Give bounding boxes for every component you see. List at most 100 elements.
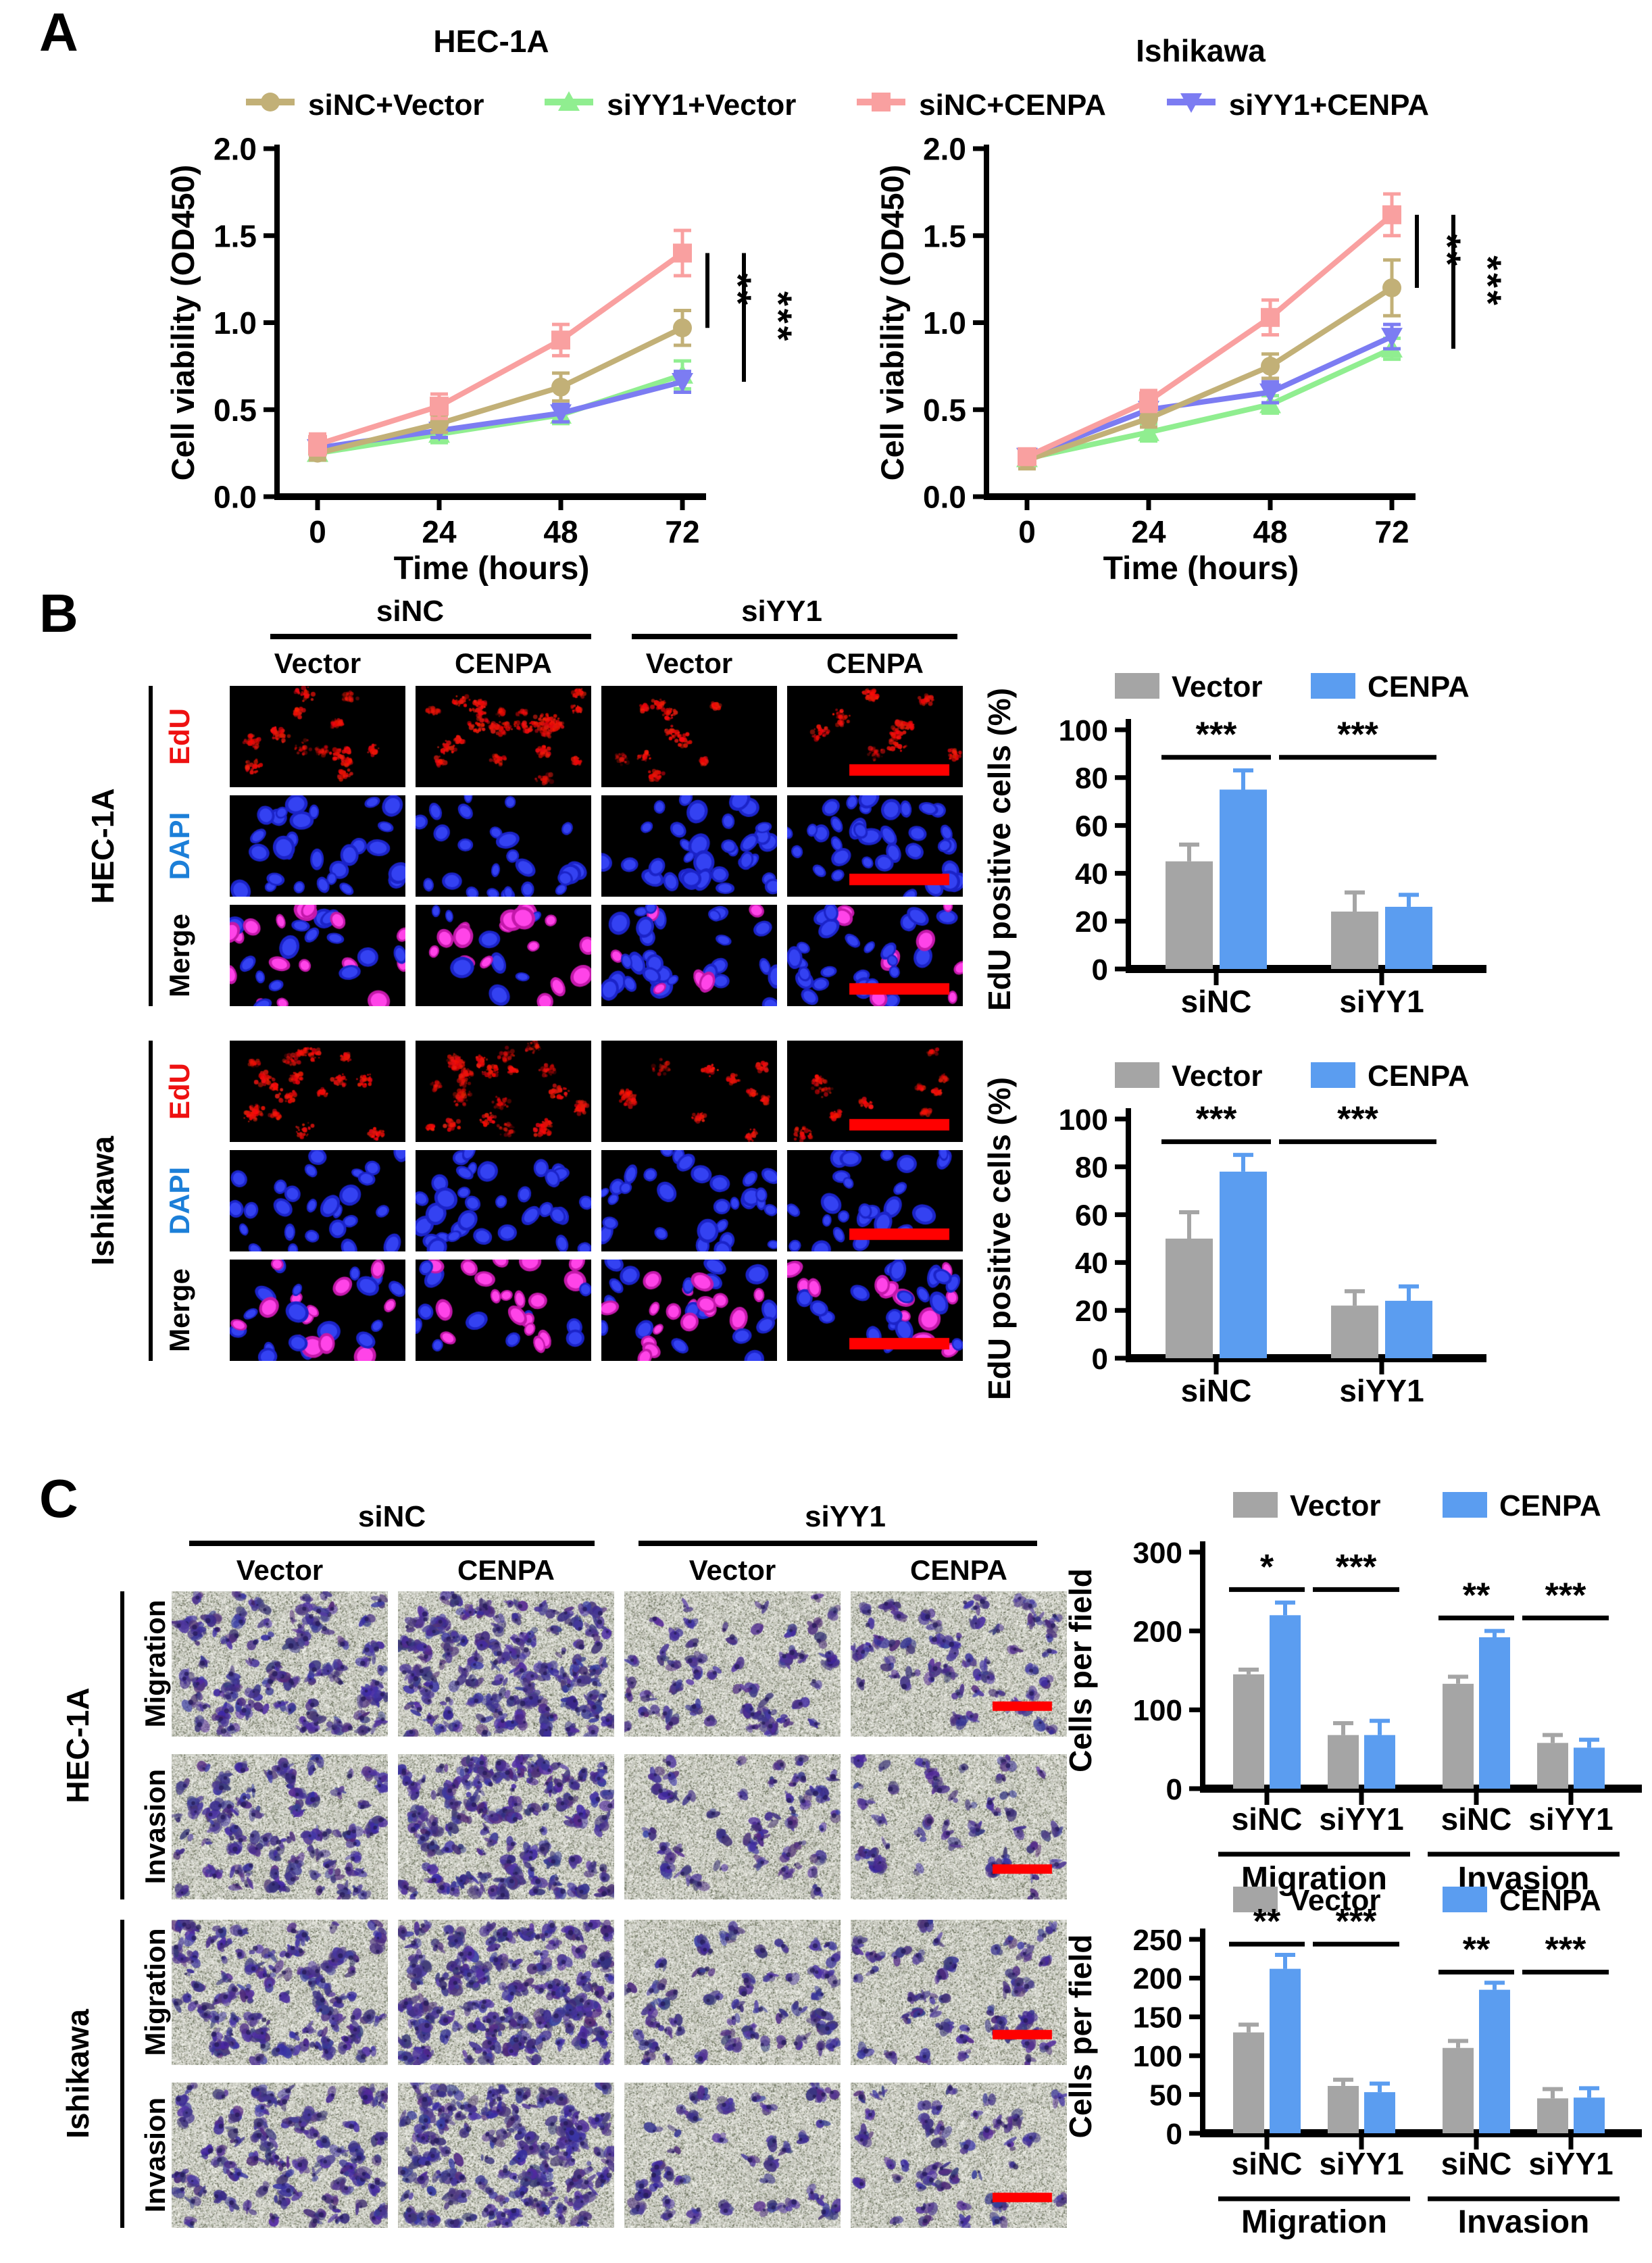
svg-text:20: 20	[1075, 905, 1108, 939]
panel-b-group-header-siyy1: siYY1	[741, 595, 822, 628]
svg-text:0: 0	[1166, 1773, 1182, 1806]
svg-text:200: 200	[1133, 1962, 1182, 1995]
svg-text:Vector: Vector	[1290, 1884, 1381, 1917]
transwell-hec1a-migration-sinc-vector	[172, 1591, 388, 1737]
svg-text:50: 50	[1149, 2079, 1182, 2112]
square-marker-icon	[854, 87, 908, 124]
transwell-ishikawa-invasion-sinc-vector	[172, 2083, 388, 2228]
transwell-ishikawa-migration-siyy1-cenpa	[851, 1920, 1067, 2065]
row-label-dapi: DAPI	[164, 812, 195, 880]
svg-text:Cells per field: Cells per field	[1063, 1935, 1098, 2139]
svg-text:1.5: 1.5	[923, 218, 966, 253]
legend-item-sinc-vector: siNC+Vector	[243, 87, 484, 124]
row-label-edu: EdU	[164, 708, 195, 765]
legend-label: siNC+Vector	[308, 89, 484, 122]
micrograph-hec1a-edu-sinc-vector	[230, 686, 405, 787]
svg-text:**: **	[1426, 234, 1469, 269]
legend-label: siYY1+CENPA	[1228, 89, 1429, 122]
micrograph-hec1a-dapi-siyy1-cenpa	[787, 795, 963, 897]
svg-text:1.0: 1.0	[214, 305, 257, 341]
svg-text:1.5: 1.5	[214, 218, 257, 253]
svg-text:0: 0	[309, 514, 326, 549]
micrograph-ishikawa-dapi-siyy1-cenpa	[787, 1150, 963, 1251]
svg-text:siYY1: siYY1	[1319, 2146, 1403, 2181]
svg-text:24: 24	[1131, 514, 1166, 549]
panel-b-col-header-2: CENPA	[455, 647, 552, 679]
hec1a-bracket-line	[120, 1591, 124, 1899]
panel-a-chart1-title: HEC-1A	[433, 24, 549, 59]
svg-text:100: 100	[1133, 1694, 1182, 1727]
micrograph-hec1a-edu-siyy1-cenpa	[787, 686, 963, 787]
svg-text:Vector: Vector	[1290, 1489, 1381, 1522]
svg-text:80: 80	[1075, 1151, 1108, 1185]
svg-text:Time (hours): Time (hours)	[1103, 551, 1299, 587]
cells-per-field-bar-chart-ishikawa: Vector CENPA Cells per field 0 50 100 150 200 25…	[1063, 1884, 1642, 2240]
transwell-hec1a-migration-sinc-cenpa	[398, 1591, 614, 1737]
sinc-underline	[189, 1541, 595, 1546]
micrograph-ishikawa-edu-siyy1-cenpa	[787, 1041, 963, 1142]
svg-text:0: 0	[1092, 1343, 1108, 1376]
svg-text:20: 20	[1075, 1295, 1108, 1328]
svg-text:EdU positive cells (%): EdU positive cells (%)	[982, 688, 1017, 1011]
svg-text:siNC: siNC	[1181, 1373, 1252, 1408]
panel-a-chart2-title: Ishikawa	[1136, 33, 1266, 68]
transwell-hec1a-migration-siyy1-cenpa	[851, 1591, 1067, 1737]
svg-text:***: ***	[1196, 716, 1237, 755]
svg-text:Vector: Vector	[1172, 670, 1263, 703]
svg-text:**: **	[1253, 1902, 1281, 1941]
ishikawa-bracket-line	[120, 1920, 124, 2228]
transwell-grid-ishikawa	[172, 1920, 1067, 2228]
cells-per-field-bar-chart-hec1a: Vector CENPA Cells per field 0 100 200 300 siNC…	[1063, 1489, 1642, 1897]
svg-text:1.0: 1.0	[923, 305, 966, 341]
row-label-invasion: Invasion	[139, 2097, 171, 2213]
triangle-up-marker-icon	[542, 87, 596, 124]
svg-text:CENPA: CENPA	[1499, 1489, 1601, 1522]
panel-b-label: B	[39, 583, 78, 643]
svg-text:100: 100	[1133, 2040, 1182, 2073]
svg-text:siYY1: siYY1	[1528, 2146, 1613, 2181]
svg-text:0: 0	[1092, 953, 1108, 987]
panel-c-col-header-4: CENPA	[910, 1554, 1007, 1586]
svg-text:siYY1: siYY1	[1339, 984, 1424, 1019]
triangle-down-marker-icon	[1164, 87, 1218, 124]
micrograph-grid-ishikawa	[230, 1041, 963, 1361]
svg-text:150: 150	[1133, 2001, 1182, 2035]
transwell-ishikawa-invasion-sinc-cenpa	[398, 2083, 614, 2228]
micrograph-ishikawa-dapi-sinc-cenpa	[416, 1150, 591, 1251]
svg-text:siYY1: siYY1	[1319, 1801, 1403, 1837]
svg-text:60: 60	[1075, 810, 1108, 843]
svg-text:*: *	[1260, 1547, 1274, 1587]
row-label-dapi: DAPI	[164, 1166, 195, 1235]
svg-text:100: 100	[1059, 714, 1108, 747]
siyy1-underline	[639, 1541, 1037, 1546]
svg-text:250: 250	[1133, 1924, 1182, 1957]
svg-text:0.0: 0.0	[923, 480, 966, 515]
svg-text:***: ***	[1337, 1100, 1378, 1139]
svg-text:Vector: Vector	[1172, 1060, 1263, 1093]
micrograph-hec1a-merge-sinc-cenpa	[416, 905, 591, 1006]
legend-item-sinc-cenpa: siNC+CENPA	[854, 87, 1106, 124]
svg-text:***: ***	[1336, 1902, 1377, 1941]
micrograph-ishikawa-edu-sinc-cenpa	[416, 1041, 591, 1142]
transwell-hec1a-invasion-siyy1-cenpa	[851, 1754, 1067, 1899]
circle-marker-icon	[243, 87, 297, 124]
svg-text:EdU positive cells (%): EdU positive cells (%)	[982, 1077, 1017, 1400]
micrograph-ishikawa-dapi-sinc-vector	[230, 1150, 405, 1251]
svg-text:siYY1: siYY1	[1528, 1801, 1613, 1837]
svg-text:siNC: siNC	[1441, 2146, 1512, 2181]
svg-text:***: ***	[1336, 1547, 1377, 1587]
row-label-edu: EdU	[164, 1063, 195, 1120]
svg-text:**: **	[1463, 1576, 1491, 1615]
panel-c-label: C	[39, 1468, 78, 1528]
svg-text:***: ***	[1545, 1576, 1586, 1615]
svg-text:siNC: siNC	[1232, 1801, 1303, 1837]
svg-text:***: ***	[1467, 255, 1509, 307]
svg-text:***: ***	[757, 291, 800, 343]
micrograph-hec1a-merge-sinc-vector	[230, 905, 405, 1006]
micrograph-hec1a-edu-sinc-cenpa	[416, 686, 591, 787]
panel-a-legend: siNC+Vector siYY1+Vector siNC+CENPA siYY…	[243, 85, 1429, 126]
legend-label: siNC+CENPA	[919, 89, 1106, 122]
panel-c-col-header-2: CENPA	[457, 1554, 555, 1586]
svg-text:***: ***	[1196, 1100, 1237, 1139]
svg-text:0.0: 0.0	[214, 480, 257, 515]
